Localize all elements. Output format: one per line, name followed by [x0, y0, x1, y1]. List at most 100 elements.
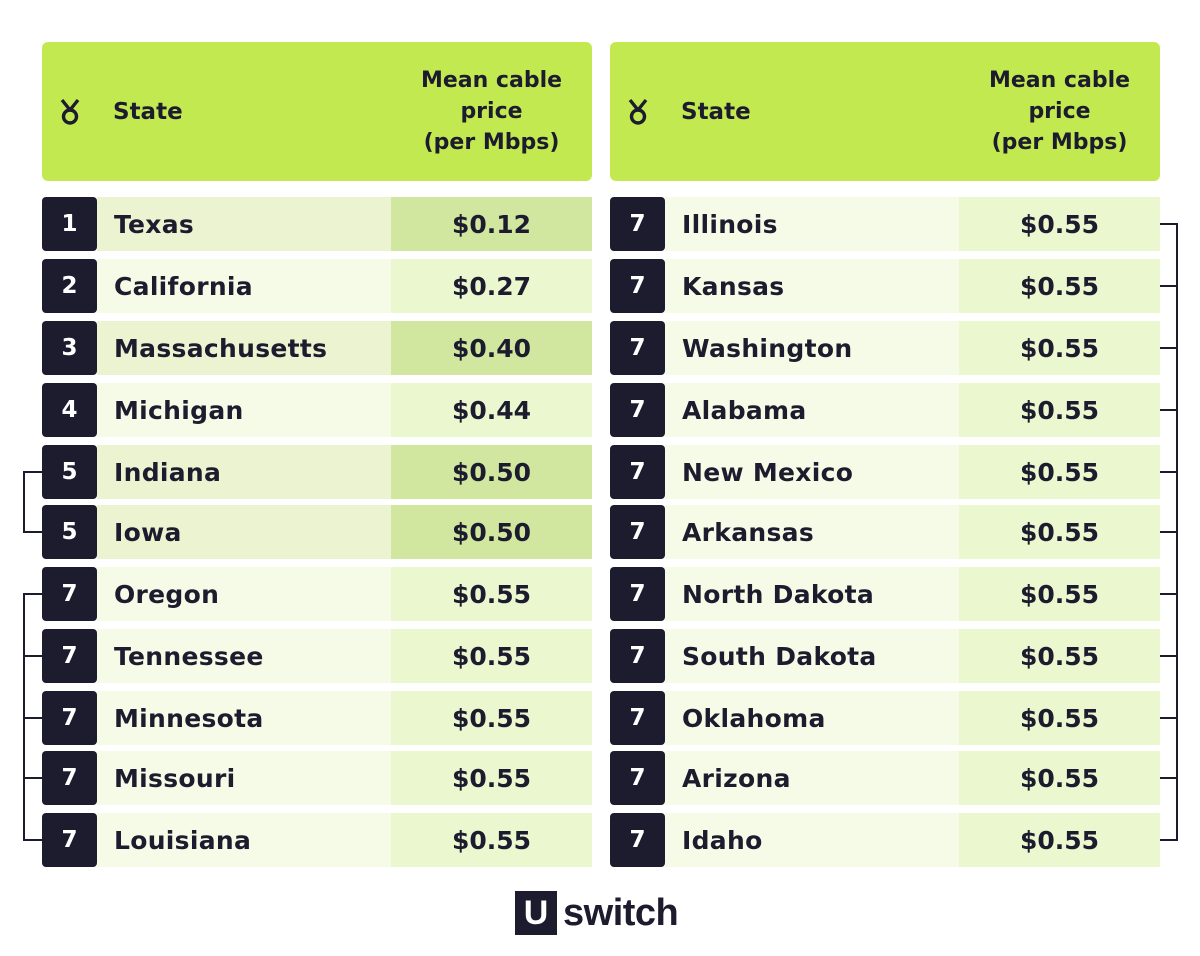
state-name: Texas	[97, 197, 391, 251]
price-value: $0.55	[959, 321, 1160, 375]
rank-badge: 7	[610, 505, 665, 559]
price-value: $0.55	[959, 691, 1160, 745]
state-name: New Mexico	[665, 445, 959, 499]
price-value: $0.55	[959, 445, 1160, 499]
price-value: $0.55	[391, 813, 592, 867]
state-name: Illinois	[665, 197, 959, 251]
medal-icon	[610, 98, 666, 126]
table-row: 7 Missouri $0.55	[42, 751, 592, 805]
rank-badge: 5	[42, 445, 97, 499]
state-name: Minnesota	[97, 691, 391, 745]
price-value: $0.55	[959, 383, 1160, 437]
logo-text: switch	[563, 891, 679, 934]
price-value: $0.55	[959, 751, 1160, 805]
medal-icon	[42, 98, 98, 126]
rank-badge: 3	[42, 321, 97, 375]
table-row: 7 Oklahoma $0.55	[610, 691, 1160, 745]
table-header: State Mean cable price (per Mbps)	[42, 42, 592, 181]
table-row: 7 Oregon $0.55	[42, 567, 592, 621]
rank-badge: 7	[610, 629, 665, 683]
table-row: 7 South Dakota $0.55	[610, 629, 1160, 683]
rank-badge: 4	[42, 383, 97, 437]
state-name: Idaho	[665, 813, 959, 867]
state-name: Iowa	[97, 505, 391, 559]
state-name: North Dakota	[665, 567, 959, 621]
price-value: $0.12	[391, 197, 592, 251]
state-name: South Dakota	[665, 629, 959, 683]
right-ranking-table: State Mean cable price (per Mbps) 7 Illin…	[610, 42, 1160, 867]
price-value: $0.50	[391, 505, 592, 559]
price-value: $0.55	[391, 751, 592, 805]
table-row: 5 Iowa $0.50	[42, 505, 592, 559]
table-row: 7 Washington $0.55	[610, 321, 1160, 375]
rank-badge: 7	[610, 259, 665, 313]
price-value: $0.55	[959, 629, 1160, 683]
state-name: Washington	[665, 321, 959, 375]
state-name: Oklahoma	[665, 691, 959, 745]
price-column-header: Mean cable price (per Mbps)	[988, 68, 1131, 155]
state-name: Indiana	[97, 445, 391, 499]
table-row: 7 Idaho $0.55	[610, 813, 1160, 867]
rank-badge: 7	[42, 629, 97, 683]
rank-badge: 7	[610, 813, 665, 867]
table-row: 3 Massachusetts $0.40	[42, 321, 592, 375]
price-value: $0.27	[391, 259, 592, 313]
table-row: 7 Arizona $0.55	[610, 751, 1160, 805]
tie-bracket-left-7	[23, 593, 42, 841]
table-row: 4 Michigan $0.44	[42, 383, 592, 437]
table-row: 7 Tennessee $0.55	[42, 629, 592, 683]
state-name: Oregon	[97, 567, 391, 621]
rank-badge: 7	[610, 445, 665, 499]
price-value: $0.55	[959, 197, 1160, 251]
rank-badge: 7	[610, 321, 665, 375]
table-row: 7 Minnesota $0.55	[42, 691, 592, 745]
table-row: 7 Illinois $0.55	[610, 197, 1160, 251]
rank-badge: 7	[610, 197, 665, 251]
state-name: Alabama	[665, 383, 959, 437]
state-name: Kansas	[665, 259, 959, 313]
uswitch-logo: U switch	[515, 891, 679, 935]
table-row: 7 New Mexico $0.55	[610, 445, 1160, 499]
rank-badge: 7	[610, 751, 665, 805]
price-value: $0.55	[391, 629, 592, 683]
tie-bracket-left-5	[23, 471, 42, 533]
table-row: 7 Louisiana $0.55	[42, 813, 592, 867]
price-column-header: Mean cable price (per Mbps)	[420, 68, 563, 155]
table-row: 7 Alabama $0.55	[610, 383, 1160, 437]
price-value: $0.50	[391, 445, 592, 499]
price-value: $0.55	[391, 691, 592, 745]
state-column-header: State	[113, 98, 183, 125]
table-row: 5 Indiana $0.50	[42, 445, 592, 499]
table-row: 7 North Dakota $0.55	[610, 567, 1160, 621]
price-value: $0.55	[391, 567, 592, 621]
rank-badge: 2	[42, 259, 97, 313]
table-row: 7 Arkansas $0.55	[610, 505, 1160, 559]
rank-badge: 7	[42, 567, 97, 621]
table-row: 7 Kansas $0.55	[610, 259, 1160, 313]
table-row: 1 Texas $0.12	[42, 197, 592, 251]
state-name: Louisiana	[97, 813, 391, 867]
rank-badge: 5	[42, 505, 97, 559]
state-name: Arizona	[665, 751, 959, 805]
price-value: $0.44	[391, 383, 592, 437]
rank-badge: 7	[610, 691, 665, 745]
state-name: Missouri	[97, 751, 391, 805]
state-name: Arkansas	[665, 505, 959, 559]
rank-badge: 7	[610, 567, 665, 621]
table-header: State Mean cable price (per Mbps)	[610, 42, 1160, 181]
state-name: California	[97, 259, 391, 313]
rank-badge: 7	[42, 751, 97, 805]
state-name: Michigan	[97, 383, 391, 437]
price-value: $0.55	[959, 505, 1160, 559]
rank-badge: 7	[42, 813, 97, 867]
state-name: Massachusetts	[97, 321, 391, 375]
rank-badge: 1	[42, 197, 97, 251]
rank-badge: 7	[42, 691, 97, 745]
left-ranking-table: State Mean cable price (per Mbps) 1 Texas…	[42, 42, 592, 867]
table-row: 2 California $0.27	[42, 259, 592, 313]
price-value: $0.40	[391, 321, 592, 375]
price-value: $0.55	[959, 259, 1160, 313]
tie-bracket-right-7	[1160, 223, 1178, 841]
logo-mark: U	[515, 891, 557, 935]
state-column-header: State	[681, 98, 751, 125]
